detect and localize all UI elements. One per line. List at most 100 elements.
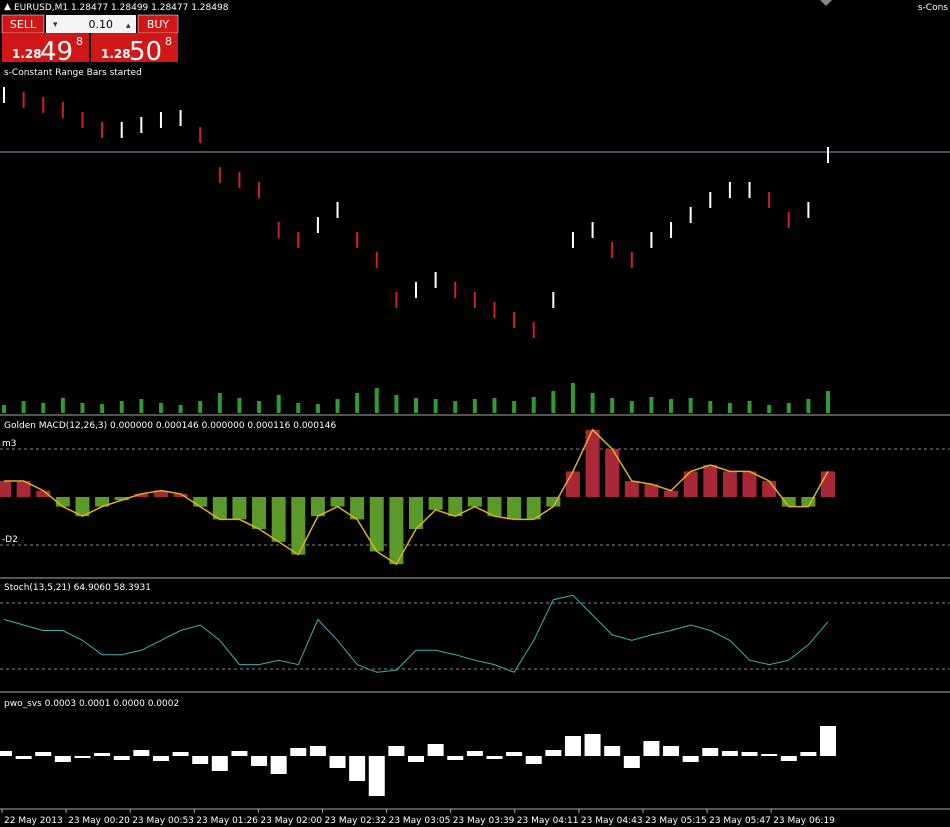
lot-up[interactable]: ▴: [126, 21, 131, 31]
macd-bar: [467, 497, 482, 507]
pwo-bar: [231, 751, 248, 756]
lot-input[interactable]: [46, 15, 136, 33]
macd-bar: [212, 497, 227, 520]
volume-bar: [512, 401, 517, 413]
time-label: 23 May 05:15: [645, 816, 707, 826]
macd-bar: [252, 497, 267, 529]
pwo-bar: [251, 756, 268, 766]
pwo-bar: [761, 754, 778, 756]
macd-bar: [310, 497, 325, 517]
lot-down[interactable]: ▾: [53, 20, 58, 30]
time-label: 23 May 00:20: [68, 816, 130, 826]
macd-bar: [36, 490, 51, 497]
volume-bar: [453, 401, 458, 413]
pwo-bar: [290, 748, 307, 756]
pwo-bar: [623, 756, 640, 768]
volume-bar: [551, 391, 556, 413]
sell-price-box[interactable]: [2, 33, 89, 62]
macd-bar: [703, 465, 718, 497]
pwo-bar: [368, 756, 385, 796]
volume-bar: [217, 393, 222, 413]
volume-bar: [610, 398, 615, 413]
volume-bar: [433, 399, 438, 413]
volume-bar: [590, 393, 595, 413]
macd-bar: [526, 497, 541, 520]
time-label: 22 May 2013: [4, 816, 63, 826]
pwo-bar: [270, 756, 287, 774]
macd-bar: [507, 497, 522, 520]
pwo-bar: [0, 751, 12, 756]
lot-value[interactable]: 0.10: [89, 18, 114, 31]
macd-bar: [762, 481, 777, 497]
volume-bar: [315, 404, 320, 413]
pwo-bar: [329, 756, 346, 768]
time-label: 23 May 06:19: [773, 816, 835, 826]
macd-bar: [16, 481, 31, 497]
pwo-bar: [741, 752, 758, 756]
volume-bar: [786, 403, 791, 413]
macd-bar: [409, 497, 423, 529]
status: s-Constant Range Bars started: [4, 68, 142, 78]
macd-bar: [330, 497, 345, 507]
pwo-label: pwo_svs 0.0003 0.0001 0.0000 0.0002: [4, 699, 179, 709]
buy-label[interactable]: BUY: [147, 18, 170, 31]
time-label: 23 May 00:53: [132, 816, 194, 826]
buy-pips: 50: [129, 37, 162, 67]
level-label: m3: [2, 439, 17, 449]
volume-bar: [21, 401, 26, 413]
volume-bar: [649, 397, 654, 413]
macd-bar: [487, 497, 502, 517]
pwo-bar: [113, 756, 130, 760]
pwo-bar: [663, 746, 680, 756]
volume-bar: [414, 398, 418, 413]
volume-bar: [119, 401, 124, 413]
macd-bar: [428, 497, 443, 510]
macd-bar: [369, 497, 384, 552]
volume-bar: [198, 401, 203, 413]
volume-bar: [80, 403, 85, 413]
macd-bar: [605, 449, 620, 497]
symbol-line: EURUSD,M1 1.28477 1.28499 1.28477 1.2849…: [14, 3, 229, 13]
pwo-bar: [643, 741, 660, 756]
level-label: -D2: [2, 535, 18, 545]
macd-bar: [232, 497, 247, 520]
corner-label: s-Cons: [918, 3, 948, 13]
volume-bar: [688, 398, 693, 413]
buy-price-box[interactable]: [91, 33, 178, 62]
volume-bar: [472, 399, 477, 413]
macd-bar: [153, 490, 168, 497]
volume-bar: [257, 401, 262, 413]
volume-bar: [394, 395, 399, 413]
time-label: 23 May 04:43: [581, 816, 643, 826]
volume-bar: [629, 401, 634, 413]
time-label: 23 May 03:05: [389, 816, 451, 826]
pwo-bar: [604, 746, 621, 756]
pwo-bar: [427, 744, 444, 756]
time-label: 23 May 05:47: [709, 816, 771, 826]
arrow: ▲: [4, 2, 11, 12]
macd-bar: [801, 497, 816, 507]
pwo-bar: [545, 750, 562, 756]
time-label: 23 May 04:11: [517, 816, 579, 826]
volume-bar: [2, 405, 6, 413]
macd-line: [4, 428, 829, 566]
macd-bar: [742, 471, 757, 497]
volume-bar: [178, 405, 183, 413]
collapse-arrow[interactable]: [820, 0, 832, 6]
macd-bar: [55, 497, 70, 507]
pwo-bar: [192, 756, 209, 764]
pwo-bar: [721, 751, 738, 756]
pwo-bar: [94, 753, 111, 756]
macd-bar: [821, 471, 835, 497]
pwo-bar: [54, 756, 71, 762]
time-label: 23 May 02:32: [325, 816, 387, 826]
macd-bar: [781, 497, 796, 507]
sell-label[interactable]: SELL: [10, 18, 37, 31]
volume-bar: [669, 399, 674, 413]
pwo-bar: [388, 746, 405, 756]
pwo-bar: [564, 736, 581, 756]
macd-bar: [271, 497, 286, 542]
